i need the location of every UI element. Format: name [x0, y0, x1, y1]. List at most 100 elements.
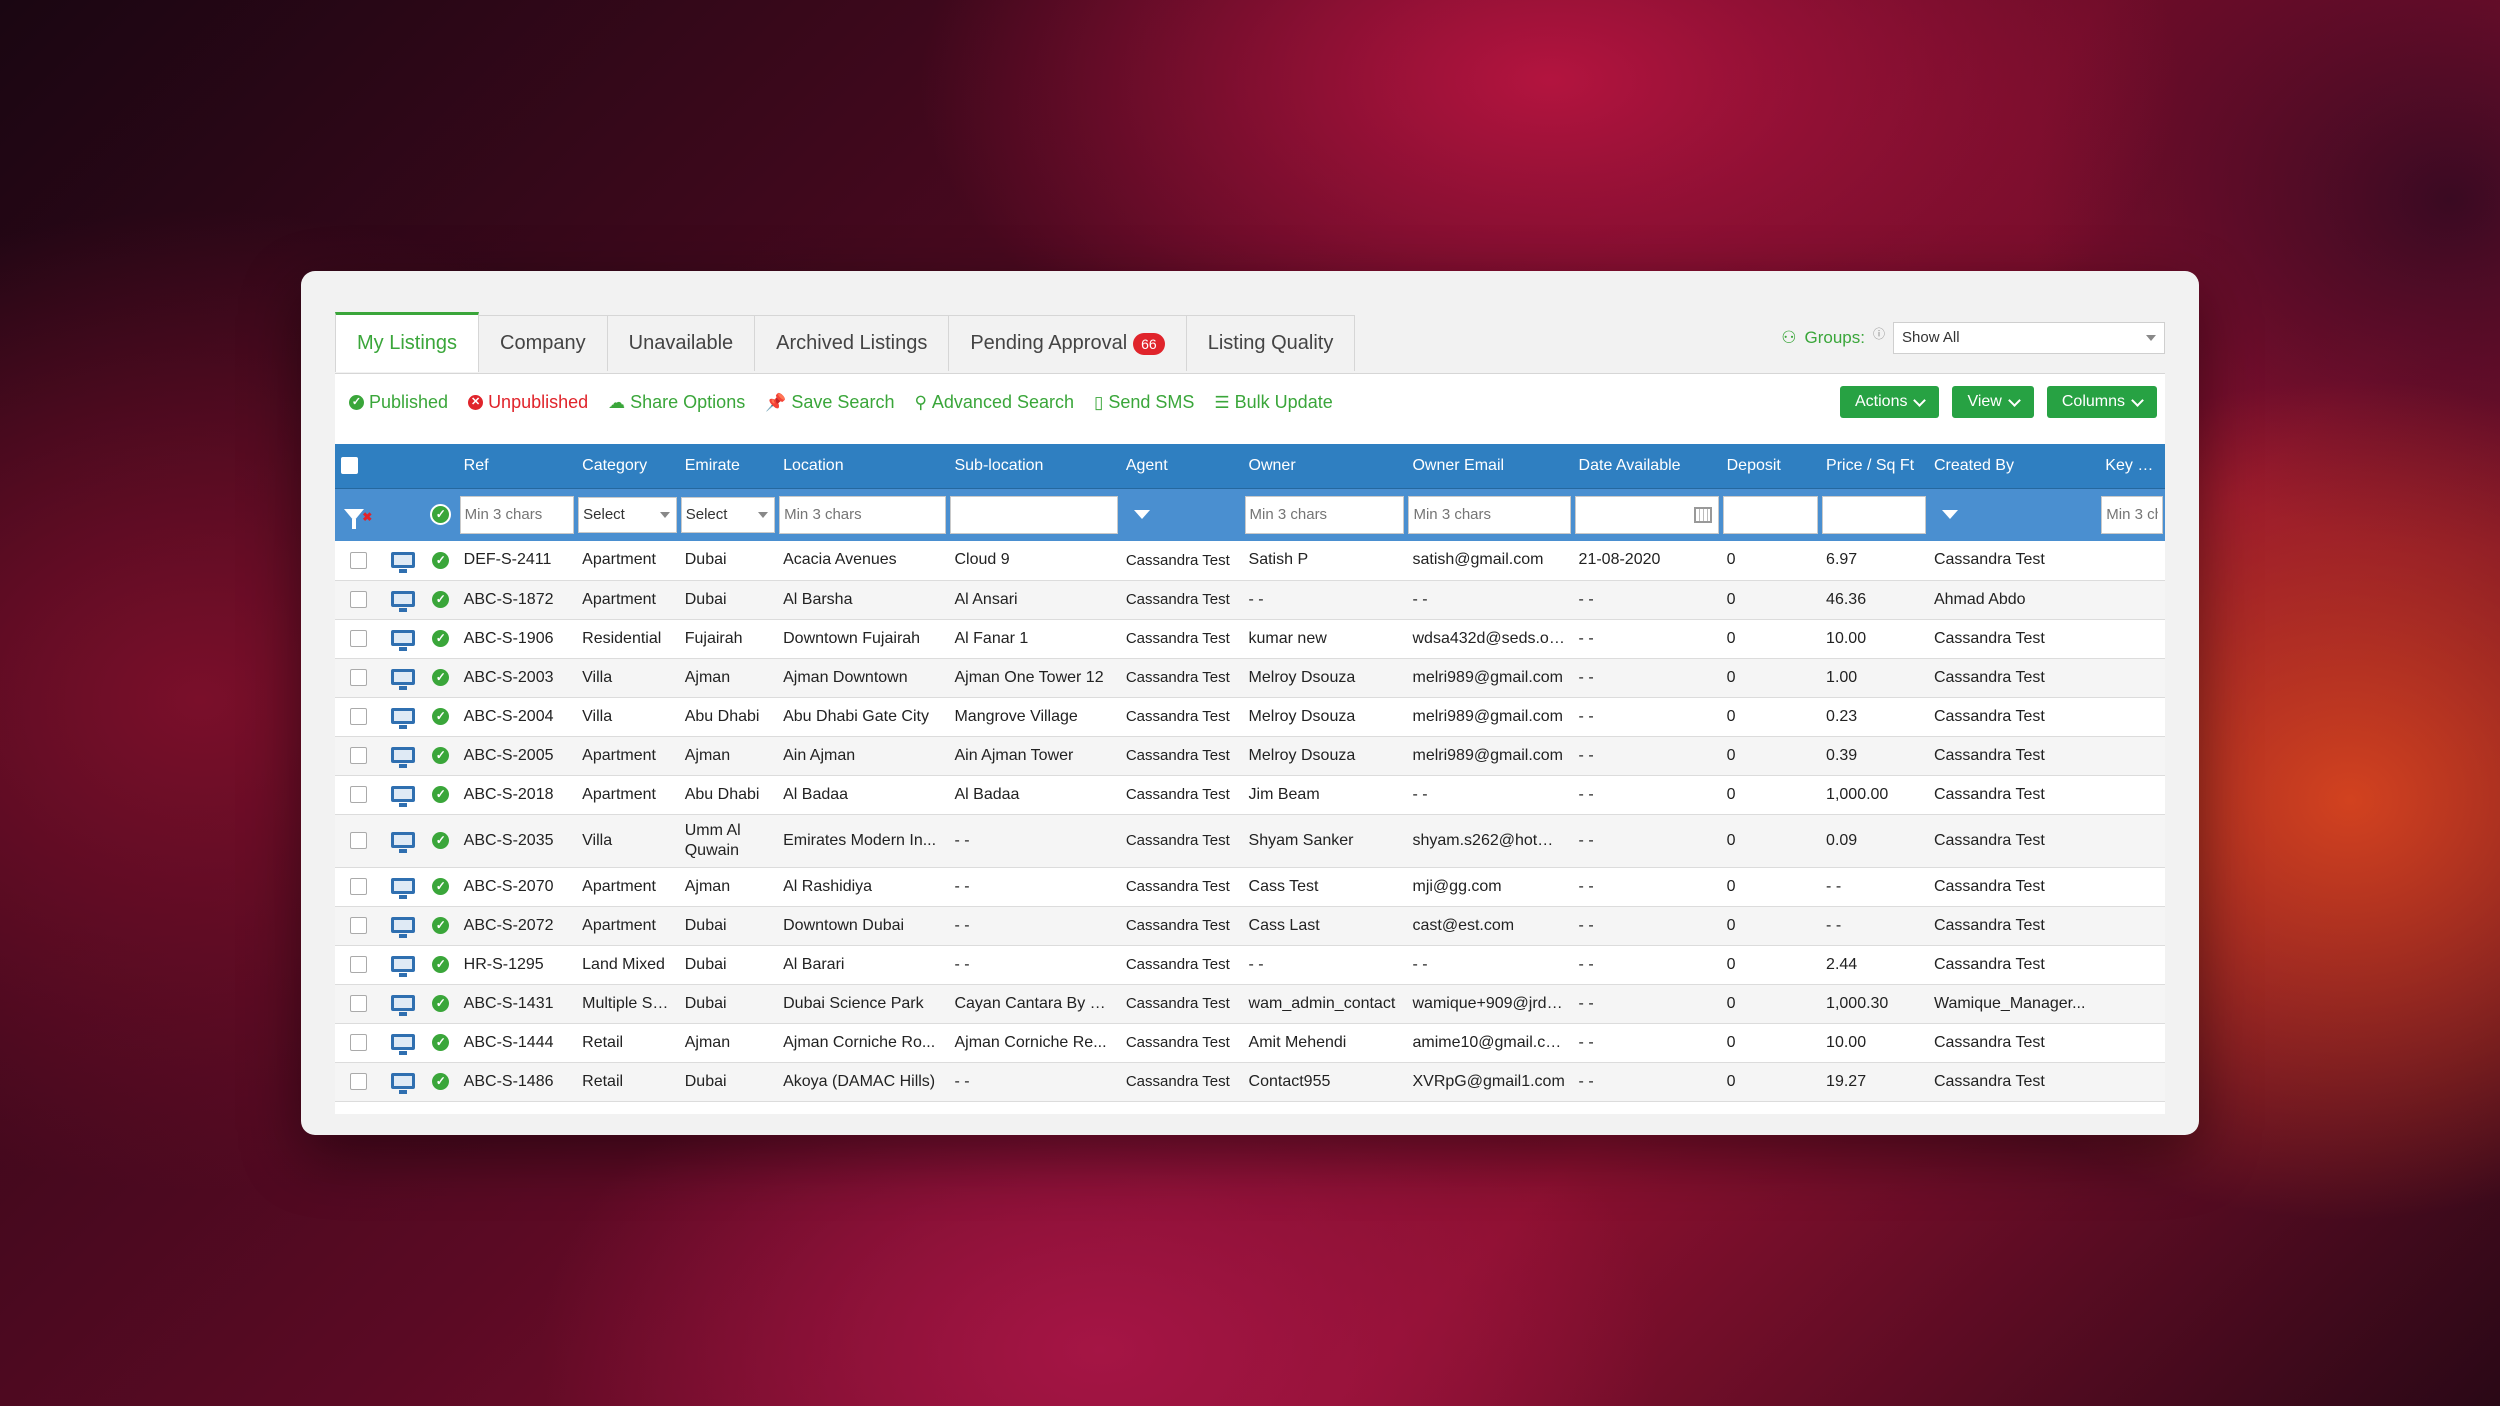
table-row[interactable]: ✓ ABC-S-1431 Multiple Sale Dubai Dubai Scien…	[335, 984, 2165, 1024]
agent-link[interactable]: Cassandra Test	[1119, 867, 1243, 907]
published-filter[interactable]: ✓ Published	[349, 392, 448, 413]
advanced-search-button[interactable]: ⚲ Advanced Search	[914, 392, 1074, 413]
table-row[interactable]: ✓ DEF-S-2411 Apartment Dubai Acacia Avenues C…	[335, 541, 2165, 581]
row-checkbox[interactable]	[349, 707, 367, 725]
created-by-link[interactable]: Cassandra Test	[1927, 775, 2100, 815]
created-by-link[interactable]: Cassandra Test	[1927, 736, 2100, 776]
tab-archived-listings[interactable]: Archived Listings	[754, 315, 950, 371]
col-category[interactable]: Category	[576, 444, 679, 489]
agent-link[interactable]: Cassandra Test	[1119, 1023, 1243, 1063]
calendar-icon[interactable]	[1693, 506, 1712, 523]
created-by-link[interactable]: Cassandra Test	[1927, 945, 2100, 985]
row-checkbox[interactable]	[349, 877, 367, 895]
table-row[interactable]: ✓ ABC-S-2072 Apartment Dubai Downtown Dubai -…	[335, 906, 2165, 946]
created-by-link[interactable]: Cassandra Test	[1927, 867, 2100, 907]
monitor-icon[interactable]	[390, 552, 415, 574]
monitor-icon[interactable]	[390, 708, 415, 730]
agent-link[interactable]: Cassandra Test	[1119, 541, 1243, 581]
clear-filter-cell[interactable]: ✖	[335, 488, 382, 541]
row-checkbox[interactable]	[349, 551, 367, 569]
groups-select[interactable]: Show All	[1893, 322, 2165, 354]
agent-link[interactable]: Cassandra Test	[1119, 945, 1243, 985]
row-checkbox[interactable]	[349, 831, 367, 849]
monitor-icon[interactable]	[390, 591, 415, 613]
monitor-icon[interactable]	[390, 917, 415, 939]
col-owner[interactable]: Owner	[1242, 444, 1407, 489]
table-row[interactable]: ✓ ABC-S-1444 Retail Ajman Ajman Corniche Ro.…	[335, 1023, 2165, 1063]
table-row[interactable]: ✓ ABC-S-1872 Apartment Dubai Al Barsha Al Ans…	[335, 580, 2165, 620]
row-checkbox[interactable]	[349, 785, 367, 803]
table-row[interactable]: ✓ ABC-S-2004 Villa Abu Dhabi Abu Dhabi Gate …	[335, 697, 2165, 737]
table-row[interactable]: ✓ ABC-S-2003 Villa Ajman Ajman Downtown Ajman…	[335, 658, 2165, 698]
created-by-filter-cell[interactable]	[1927, 488, 2100, 541]
col-ref[interactable]: Ref	[457, 444, 577, 489]
created-by-link[interactable]: Cassandra Test	[1927, 814, 2100, 868]
tab-unavailable[interactable]: Unavailable	[606, 315, 756, 371]
tab-my-listings[interactable]: My Listings	[335, 312, 480, 372]
unpublished-filter[interactable]: ✕ Unpublished	[468, 392, 588, 413]
created-by-link[interactable]: Cassandra Test	[1927, 1062, 2100, 1102]
monitor-icon[interactable]	[390, 832, 415, 854]
created-by-link[interactable]: Ahmad Abdo	[1927, 580, 2100, 620]
created-by-link[interactable]: Cassandra Test	[1927, 658, 2100, 698]
table-row[interactable]: ✓ HR-S-1295 Land Mixed Dubai Al Barari - - Cas…	[335, 945, 2165, 985]
agent-link[interactable]: Cassandra Test	[1119, 906, 1243, 946]
col-deposit[interactable]: Deposit	[1720, 444, 1821, 489]
agent-link[interactable]: Cassandra Test	[1119, 814, 1243, 868]
agent-link[interactable]: Cassandra Test	[1119, 658, 1243, 698]
agent-link[interactable]: Cassandra Test	[1119, 619, 1243, 659]
table-row[interactable]: ✓ ABC-S-1486 Retail Dubai Akoya (DAMAC Hills…	[335, 1062, 2165, 1102]
info-icon[interactable]: ⓘ	[1872, 326, 1885, 341]
location-filter-input[interactable]	[779, 495, 947, 534]
actions-button[interactable]: Actions	[1840, 386, 1940, 418]
created-by-link[interactable]: Cassandra Test	[1927, 906, 2100, 946]
monitor-icon[interactable]	[390, 1034, 415, 1056]
monitor-icon[interactable]	[390, 995, 415, 1017]
deposit-filter-input[interactable]	[1722, 495, 1819, 534]
monitor-icon[interactable]	[390, 669, 415, 691]
col-sublocation[interactable]: Sub-location	[948, 444, 1120, 489]
price-filter-input[interactable]	[1822, 495, 1926, 534]
row-checkbox[interactable]	[349, 994, 367, 1012]
created-by-link[interactable]: Cassandra Test	[1927, 541, 2100, 581]
row-checkbox[interactable]	[349, 746, 367, 764]
category-filter-select[interactable]: Select	[578, 496, 677, 533]
col-agent[interactable]: Agent	[1119, 444, 1243, 489]
sublocation-filter-input[interactable]	[950, 495, 1118, 534]
agent-link[interactable]: Cassandra Test	[1119, 984, 1243, 1024]
bulk-update-button[interactable]: ☰ Bulk Update	[1214, 392, 1332, 413]
columns-button[interactable]: Columns	[2046, 386, 2157, 418]
table-row[interactable]: ✓ ABC-S-1906 Residential Fujairah Downtown F…	[335, 619, 2165, 659]
table-row[interactable]: ✓ ABC-S-2005 Apartment Ajman Ain Ajman Ain Aj…	[335, 736, 2165, 776]
row-checkbox[interactable]	[349, 1072, 367, 1090]
row-checkbox[interactable]	[349, 955, 367, 973]
owner-filter-input[interactable]	[1244, 495, 1405, 534]
agent-link[interactable]: Cassandra Test	[1119, 580, 1243, 620]
created-by-link[interactable]: Cassandra Test	[1927, 697, 2100, 737]
status-filter-cell[interactable]: ✓	[423, 488, 458, 541]
key-location-filter-input[interactable]	[2101, 495, 2163, 534]
share-options-button[interactable]: ☁ Share Options	[608, 392, 745, 413]
row-checkbox[interactable]	[349, 668, 367, 686]
col-price-sqft[interactable]: Price / Sq Ft	[1820, 444, 1928, 489]
monitor-icon[interactable]	[390, 878, 415, 900]
created-by-link[interactable]: Cassandra Test	[1927, 1023, 2100, 1063]
col-emirate[interactable]: Emirate	[678, 444, 778, 489]
monitor-icon[interactable]	[390, 786, 415, 808]
col-key-location[interactable]: Key Locat	[2099, 444, 2165, 489]
tab-pending-approval[interactable]: Pending Approval 66	[948, 315, 1187, 371]
save-search-button[interactable]: 📌 Save Search	[765, 392, 894, 413]
monitor-icon[interactable]	[390, 747, 415, 769]
row-checkbox[interactable]	[349, 629, 367, 647]
table-row[interactable]: ✓ ABC-S-2035 Villa Umm Al Quwain Emirates Mo…	[335, 814, 2165, 868]
col-created-by[interactable]: Created By	[1927, 444, 2100, 489]
table-row[interactable]: ✓ ABC-S-2018 Apartment Abu Dhabi Al Badaa Al …	[335, 775, 2165, 815]
agent-link[interactable]: Cassandra Test	[1119, 775, 1243, 815]
emirate-filter-select[interactable]: Select	[680, 496, 776, 533]
monitor-icon[interactable]	[390, 630, 415, 652]
col-date-available[interactable]: Date Available	[1572, 444, 1721, 489]
ref-filter-input[interactable]	[459, 495, 575, 534]
monitor-icon[interactable]	[390, 1073, 415, 1095]
owner-email-filter-input[interactable]	[1408, 495, 1571, 534]
agent-link[interactable]: Cassandra Test	[1119, 697, 1243, 737]
